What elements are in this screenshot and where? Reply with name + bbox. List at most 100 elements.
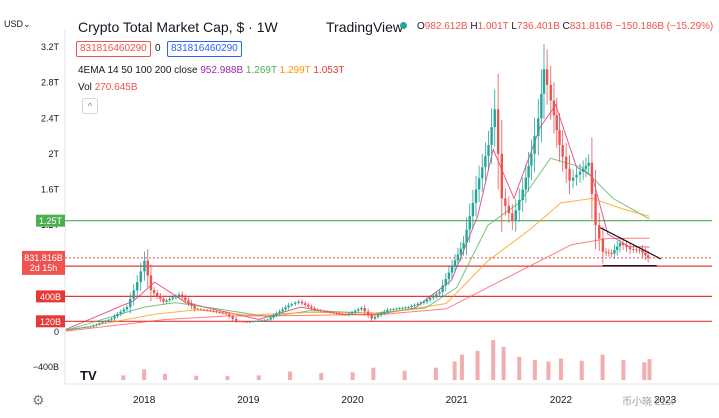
candle-body — [568, 168, 571, 181]
y-tick-label: 1.6T — [41, 185, 60, 195]
level-tag — [36, 290, 65, 303]
tradingview-brand: TradingView — [326, 19, 404, 35]
currency-selector[interactable]: USD⌄ — [4, 19, 31, 30]
candle-body — [601, 238, 605, 252]
ema-legend-label: 4EMA 14 50 100 200 close — [78, 65, 198, 76]
candle-body — [80, 327, 84, 329]
candle-body — [524, 177, 528, 190]
tradingview-logo-icon: TV — [80, 368, 97, 383]
candle-body — [552, 100, 556, 116]
candle-body — [533, 136, 536, 154]
candle-body — [537, 118, 540, 137]
candle-body — [116, 314, 119, 317]
candle-body — [307, 304, 310, 307]
level-tag — [36, 214, 65, 227]
candle-body — [135, 282, 139, 291]
candle-body — [212, 310, 215, 312]
volume-bar — [225, 376, 230, 380]
candle-body — [215, 311, 218, 313]
y-tick-label: 2T — [48, 149, 59, 159]
candle-body — [313, 308, 316, 310]
candle-body — [540, 93, 543, 119]
candle-body — [413, 304, 416, 306]
candle-body — [159, 295, 162, 299]
candle-body — [545, 69, 549, 85]
candle-body — [303, 303, 307, 305]
ohlc-value: 1.001T — [477, 21, 509, 32]
candle-body — [441, 285, 444, 292]
candle-body — [389, 309, 392, 311]
candle-body — [474, 189, 478, 203]
candle-body — [487, 144, 490, 157]
volume-value: 270.645B — [94, 82, 138, 93]
candle-body — [72, 328, 75, 330]
candle-body — [338, 313, 341, 315]
countdown-label: 2d 15h — [30, 263, 58, 273]
candle-body — [149, 275, 153, 291]
candle-body — [428, 297, 432, 300]
volume-legend[interactable]: Vol 270.645B — [78, 82, 138, 93]
candle-body — [241, 321, 245, 323]
chart-title[interactable]: Crypto Total Market Cap, $ · 1W — [78, 19, 278, 35]
candle-body — [401, 307, 404, 309]
candle-body — [615, 246, 619, 251]
candle-body — [490, 127, 493, 145]
x-tick-label: 2023 — [654, 395, 677, 406]
candle-body — [297, 301, 300, 303]
candle-body — [278, 311, 281, 314]
candle-body — [404, 307, 407, 309]
candle-body — [113, 316, 116, 319]
candle-body — [481, 167, 484, 179]
volume-bar — [90, 378, 95, 380]
ohlc-key: H — [470, 21, 478, 32]
ema-legend[interactable]: 4EMA 14 50 100 200 close 952.988B 1.269T… — [78, 65, 345, 76]
candle-body — [328, 311, 332, 313]
y-tick-label: 2.4T — [41, 113, 60, 123]
candle-body — [366, 311, 370, 316]
candle-body — [69, 328, 72, 330]
candle-body — [379, 313, 383, 316]
candle-body — [422, 301, 426, 303]
candle-body — [641, 250, 644, 253]
ema-line — [65, 157, 650, 331]
candle-body — [287, 305, 290, 308]
sell-button[interactable]: 831816460290 — [76, 41, 151, 57]
candle-body — [638, 249, 641, 251]
ohlc-values: O982.612B H1.001T L736.401B C831.816B −1… — [417, 21, 713, 32]
candle-body — [370, 315, 373, 319]
candle-body — [319, 310, 322, 312]
candle-body — [251, 321, 255, 323]
current-price-value: 831.816B — [24, 253, 63, 263]
candle-body — [357, 309, 360, 311]
candle-body — [190, 303, 193, 306]
candle-body — [143, 260, 146, 272]
candle-body — [155, 293, 159, 296]
candle-body — [594, 193, 597, 226]
candle-body — [410, 305, 413, 308]
candle-body — [322, 310, 326, 312]
ema-line — [65, 237, 650, 332]
candle-body — [177, 294, 181, 297]
candle-body — [471, 202, 475, 217]
candle-body — [110, 318, 113, 320]
settings-gear-icon[interactable]: ⚙ — [32, 392, 45, 408]
candle-body — [257, 320, 260, 322]
candle-body — [300, 301, 304, 304]
volume-bar — [558, 358, 563, 380]
volume-bar — [162, 373, 167, 380]
volume-bar — [194, 375, 199, 380]
candle-body — [332, 312, 335, 314]
candle-body — [83, 327, 87, 329]
x-tick-label: 2019 — [237, 395, 260, 406]
spread-value: 0 — [155, 43, 161, 54]
volume-bar — [142, 369, 147, 380]
candle-body — [386, 309, 389, 312]
candle-body — [395, 308, 398, 310]
candle-body — [444, 279, 447, 286]
candle-body — [628, 247, 632, 250]
collapse-legend-icon[interactable]: ^ — [82, 98, 98, 114]
ema50-value: 1.269T — [245, 65, 277, 76]
candle-body — [260, 320, 263, 322]
buy-button[interactable]: 831816460290 — [167, 41, 242, 57]
